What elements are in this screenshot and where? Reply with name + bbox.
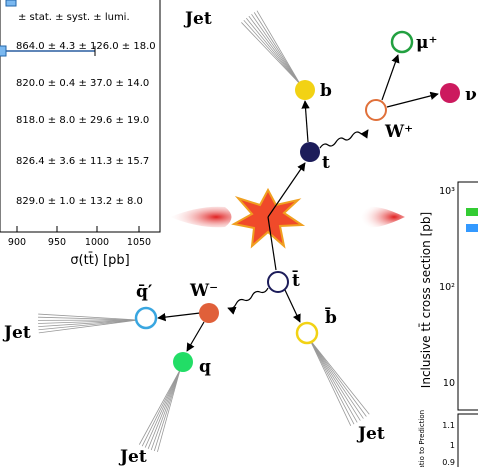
jet-line — [310, 340, 366, 416]
y-axis-label: Inclusive tt̄ cross section [pb] — [419, 212, 433, 388]
particle-label: Jet — [183, 9, 212, 29]
proton-left — [170, 207, 232, 228]
row-text: 818.0 ± 8.0 ± 29.6 ± 19.0 — [16, 115, 149, 126]
x-tick-label: 900 — [8, 237, 26, 248]
figure: ± stat. ± syst. ± lumi. 864.0 ± 4.3 ± 12… — [0, 0, 478, 467]
neutrino — [440, 83, 460, 103]
jet-line — [145, 370, 180, 448]
x-ticks — [17, 226, 139, 232]
particle-label: t̄ — [292, 270, 300, 291]
anti-b — [297, 323, 317, 343]
b-quark — [295, 80, 315, 100]
jet-line — [254, 12, 300, 84]
antiquark — [136, 308, 156, 328]
legend-swatch — [466, 224, 478, 232]
jet-line — [310, 340, 357, 422]
jet-line — [249, 16, 300, 84]
jet-line — [148, 370, 180, 449]
ratio-tick-label: 1.1 — [442, 421, 455, 430]
jet-line — [38, 314, 138, 320]
particle-label: t — [322, 153, 330, 173]
jet-line — [38, 317, 138, 320]
jet-line — [241, 22, 300, 84]
ratio-tick-label: 1 — [450, 441, 455, 450]
ratio-tick-label: 0.9 — [442, 458, 455, 467]
legend-marker — [6, 0, 16, 6]
particle-label: W⁺ — [384, 122, 413, 142]
jet-line — [257, 11, 300, 84]
row-text: 829.0 ± 1.0 ± 13.2 ± 8.0 — [16, 196, 143, 207]
right-panel: Inclusive tt̄ cross section [pb] 10³ 10²… — [418, 182, 478, 467]
y-tick-label: 10² — [439, 282, 455, 293]
muon — [392, 32, 412, 52]
jet-line — [310, 340, 363, 419]
jet-line — [246, 18, 300, 84]
particle-label: Jet — [118, 447, 147, 467]
jet-line — [157, 370, 180, 452]
w-minus — [199, 303, 219, 323]
quark — [173, 352, 193, 372]
jet-line — [142, 370, 180, 446]
particle-label: W⁻ — [189, 281, 218, 301]
arrow — [382, 55, 398, 100]
ratio-label: Ratio to Prediction — [418, 410, 426, 467]
top — [300, 142, 320, 162]
particle-label: μ⁺ — [416, 33, 437, 53]
measurement-marker — [0, 46, 6, 56]
x-tick-label: 1000 — [85, 237, 109, 248]
antitop — [268, 272, 288, 292]
arrow — [158, 313, 200, 318]
w-plus — [366, 100, 386, 120]
table-header: ± stat. ± syst. ± lumi. — [18, 12, 130, 23]
arrow — [187, 322, 204, 351]
row-text: 820.0 ± 0.4 ± 37.0 ± 14.0 — [16, 78, 149, 89]
wavy-arrow — [228, 288, 268, 309]
right-frame — [458, 182, 478, 410]
particle-label: b̄ — [325, 307, 337, 328]
arrow — [305, 101, 308, 142]
row-text: 864.0 ± 4.3 ± 126.0 ± 18.0 — [16, 41, 156, 52]
wavy-arrow — [320, 130, 368, 148]
jets — [38, 11, 369, 452]
ratio-frame — [458, 414, 478, 467]
arrow — [285, 290, 300, 322]
x-tick-label: 950 — [48, 237, 66, 248]
particle-label: ν — [465, 85, 477, 105]
left-panel: ± stat. ± syst. ± lumi. 864.0 ± 4.3 ± 12… — [0, 0, 160, 268]
jet-line — [244, 20, 300, 84]
particle-label: q̄′ — [136, 282, 153, 302]
particle-lines — [158, 55, 438, 351]
row-text: 826.4 ± 3.6 ± 11.3 ± 15.7 — [16, 156, 149, 167]
y-tick-label: 10 — [443, 378, 455, 389]
x-tick-label: 1050 — [127, 237, 151, 248]
particle-label: Jet — [2, 323, 31, 343]
y-tick-label: 10³ — [439, 186, 455, 197]
particle-label: Jet — [356, 424, 385, 444]
jet-line — [151, 370, 180, 450]
particle-label: b — [320, 81, 332, 101]
x-axis-label: σ(tt̄) [pb] — [70, 253, 129, 268]
legend-swatch — [466, 208, 478, 216]
jet-line — [310, 340, 360, 421]
jet-line — [310, 340, 354, 424]
proton-right — [362, 207, 406, 228]
jet-line — [251, 14, 300, 84]
particle-label: q — [199, 357, 211, 377]
arrow — [387, 94, 438, 107]
